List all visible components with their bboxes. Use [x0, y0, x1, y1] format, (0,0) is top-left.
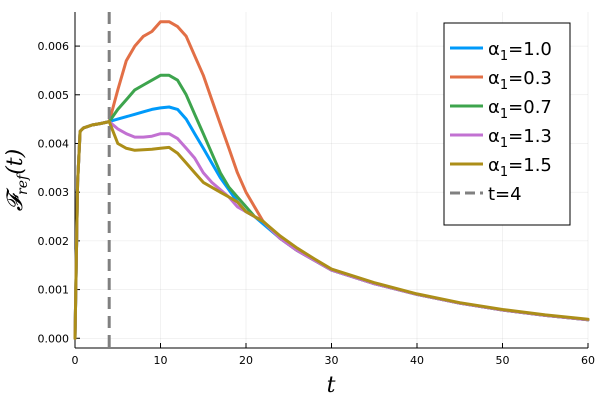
- legend-box: [443, 22, 571, 226]
- legend-label-value: =1.3: [508, 126, 552, 147]
- y-tick-label: 0.006: [38, 40, 70, 53]
- y-tick-label: 0.005: [38, 89, 70, 102]
- legend-label-main: α: [488, 97, 500, 118]
- x-tick-label: 60: [581, 354, 595, 367]
- y-axis-label-arg: (t): [3, 149, 28, 175]
- legend-label-main: α: [488, 68, 500, 89]
- y-tick-label: 0.004: [38, 137, 70, 150]
- legend-label-4: α1=1.3: [488, 126, 552, 151]
- series-line-5: [73, 120, 590, 340]
- legend-label-value: =1.0: [508, 39, 552, 60]
- legend-label-sub: 1: [500, 165, 508, 180]
- x-axis-ticks: 0 10 20 30 40 50 60: [72, 343, 595, 367]
- x-tick-label: 0: [72, 354, 79, 367]
- y-tick-label: 0.002: [38, 235, 70, 248]
- legend-label-value: =1.5: [508, 155, 552, 176]
- legend-label-sub: 1: [500, 78, 508, 93]
- legend-label-main: α: [488, 126, 500, 147]
- x-tick-label: 10: [154, 354, 168, 367]
- y-tick-label: 0.001: [38, 284, 70, 297]
- legend-label-value: =0.7: [508, 97, 552, 118]
- x-tick-label: 30: [325, 354, 339, 367]
- x-tick-label: 50: [496, 354, 510, 367]
- legend-label-value: =0.3: [508, 68, 552, 89]
- legend-label-sub: 1: [500, 49, 508, 64]
- legend-label-sub: 1: [500, 136, 508, 151]
- x-axis-label: t: [327, 373, 336, 398]
- legend-label-sub: 1: [500, 107, 508, 122]
- legend-label-1: α1=1.0: [488, 39, 552, 64]
- legend-label-main: α: [488, 39, 500, 60]
- y-tick-label: 0.003: [38, 186, 70, 199]
- legend-label-2: α1=0.3: [488, 68, 552, 93]
- x-tick-label: 20: [239, 354, 253, 367]
- y-tick-label: 0.000: [38, 332, 70, 345]
- series-layer: [73, 12, 590, 348]
- legend-label-3: α1=0.7: [488, 97, 552, 122]
- legend: α1=1.0α1=0.3α1=0.7α1=1.3α1=1.5t=4: [443, 22, 571, 226]
- legend-label-5: α1=1.5: [488, 155, 552, 180]
- legend-label-vline: t=4: [488, 184, 522, 205]
- legend-label-main: α: [488, 155, 500, 176]
- y-axis-label-sub: ref: [15, 172, 31, 195]
- x-tick-label: 40: [410, 354, 424, 367]
- y-axis-ticks: 0.000 0.001 0.002 0.003 0.004 0.005 0.006: [38, 40, 80, 345]
